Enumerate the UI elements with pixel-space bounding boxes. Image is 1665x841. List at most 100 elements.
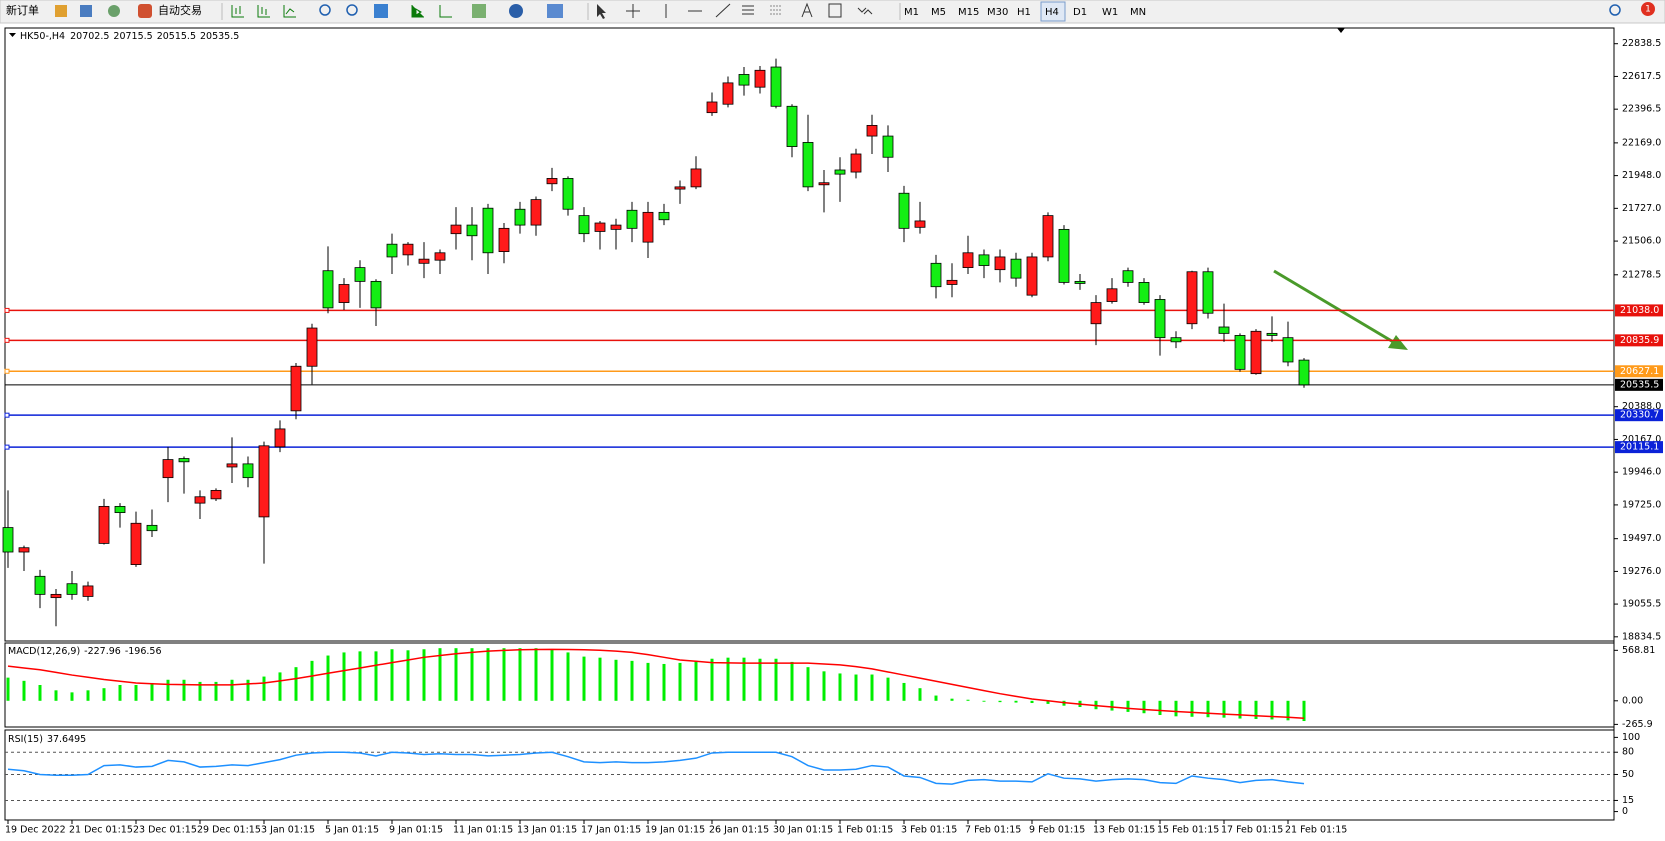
line-handle [4, 444, 10, 450]
macd-bar [262, 676, 266, 701]
new-order-button[interactable]: 新订单 [6, 3, 39, 17]
trendline-icon[interactable] [715, 3, 731, 18]
trend-arrow [1273, 269, 1408, 350]
dropdown-icon[interactable] [9, 33, 16, 37]
chart-shift-marker [1337, 28, 1345, 33]
macd-bar [294, 667, 298, 701]
x-tick-label: 21 Feb 01:15 [1285, 825, 1347, 836]
macd-bar [1142, 700, 1146, 714]
candle-body [914, 220, 926, 228]
price-label: 21038.0 [1620, 305, 1659, 316]
price-label: 20115.1 [1620, 442, 1659, 453]
x-tick-label: 26 Jan 01:15 [709, 825, 769, 836]
x-tick-label: 9 Feb 01:15 [1029, 825, 1085, 836]
macd-bar [198, 681, 202, 701]
y-tick-label: 19725.0 [1622, 499, 1661, 510]
zoom-in-icon[interactable] [319, 4, 331, 16]
candle-body [1282, 337, 1294, 363]
icon[interactable] [55, 5, 67, 17]
x-tick-label: 21 Dec 01:15 [69, 825, 133, 836]
y-tick-label: 21278.5 [1622, 269, 1661, 280]
y-tick-label: 19497.0 [1622, 533, 1661, 544]
fibo-icon[interactable] [770, 5, 782, 15]
auto-trading-button[interactable]: 自动交易 [158, 3, 202, 17]
x-tick-label: 3 Jan 01:15 [261, 825, 315, 836]
candle-body [770, 66, 782, 107]
crosshair-icon[interactable] [626, 4, 640, 18]
macd-bar [614, 659, 618, 701]
line-chart-icon[interactable] [283, 5, 296, 18]
timeframe-button[interactable]: W1 [1102, 7, 1118, 18]
text-icon[interactable] [801, 2, 813, 18]
macd-bar [550, 649, 554, 701]
macd-bar [854, 674, 858, 701]
timeframe-button[interactable]: H4 [1045, 7, 1059, 18]
templates-icon[interactable] [547, 4, 563, 18]
rsi-value: 37.6495 [47, 734, 86, 745]
icon[interactable] [108, 5, 120, 17]
candle-body [1026, 256, 1038, 296]
timeframe-button[interactable]: M1 [904, 7, 919, 18]
y-tick-label: 22169.0 [1622, 137, 1661, 148]
macd-bar [326, 655, 330, 701]
macd-bar [630, 660, 634, 701]
open-value: 20702.5 [70, 31, 109, 42]
macd-bar [342, 652, 346, 701]
cursor-icon[interactable] [597, 4, 606, 19]
candle-body [290, 365, 302, 412]
y-tick-label: 19276.0 [1622, 566, 1661, 577]
macd-bar [358, 651, 362, 701]
price-label: 20835.9 [1620, 335, 1659, 346]
selected-timeframe-box [1040, 1, 1066, 22]
macd-bar [886, 677, 890, 701]
y-tick-label: 568.81 [1622, 645, 1655, 656]
candle-body [978, 254, 990, 266]
timeframe-button[interactable]: MN [1130, 7, 1146, 18]
shift-icon[interactable] [439, 5, 452, 18]
macd-bar [454, 648, 458, 701]
search-icon[interactable] [1609, 4, 1621, 16]
timeframe-button[interactable]: M5 [931, 7, 946, 18]
macd-bar [406, 650, 410, 701]
candle-chart-icon[interactable] [257, 5, 270, 18]
alert-badge[interactable] [1641, 2, 1655, 16]
y-tick-label: 20167.0 [1622, 434, 1661, 445]
macd-bar [374, 651, 378, 701]
scroll-icon[interactable] [411, 5, 424, 18]
channel-icon[interactable] [742, 5, 754, 15]
candle-body [1266, 332, 1278, 336]
macd-bar [1174, 700, 1178, 717]
macd-value: -227.96 [84, 646, 121, 657]
price-label: 20330.7 [1620, 410, 1659, 421]
candle-body [642, 211, 654, 243]
timeframe-button[interactable]: M30 [987, 7, 1008, 18]
macd-bar [470, 648, 474, 701]
label-icon[interactable] [828, 3, 842, 18]
candle-body [514, 208, 526, 226]
tile-icon[interactable] [374, 4, 388, 18]
macd-bar [582, 656, 586, 701]
macd-bar [518, 648, 522, 701]
auto-trading-icon[interactable] [138, 4, 152, 18]
periods-icon[interactable] [509, 4, 523, 18]
bar-chart-icon[interactable] [231, 5, 244, 18]
candle-body [130, 522, 142, 566]
candle-body [354, 267, 366, 282]
timeframe-button[interactable]: M15 [958, 7, 979, 18]
zoom-out-icon[interactable] [346, 4, 358, 16]
alert-count: 1 [1645, 5, 1651, 15]
arrows-icon[interactable] [857, 7, 873, 15]
candle-body [994, 256, 1006, 271]
line-handle [4, 368, 10, 374]
icon[interactable] [80, 5, 92, 17]
timeframe-button[interactable]: H1 [1017, 7, 1031, 18]
macd-bar [1222, 700, 1226, 718]
macd-bar [134, 685, 138, 701]
macd-bar [742, 657, 746, 701]
candle-body [530, 199, 542, 226]
timeframe-button[interactable]: D1 [1073, 7, 1087, 18]
candle-body [1170, 337, 1182, 343]
candle-body [146, 524, 158, 532]
indicators-icon[interactable] [472, 4, 486, 18]
candle-body [1074, 280, 1086, 284]
